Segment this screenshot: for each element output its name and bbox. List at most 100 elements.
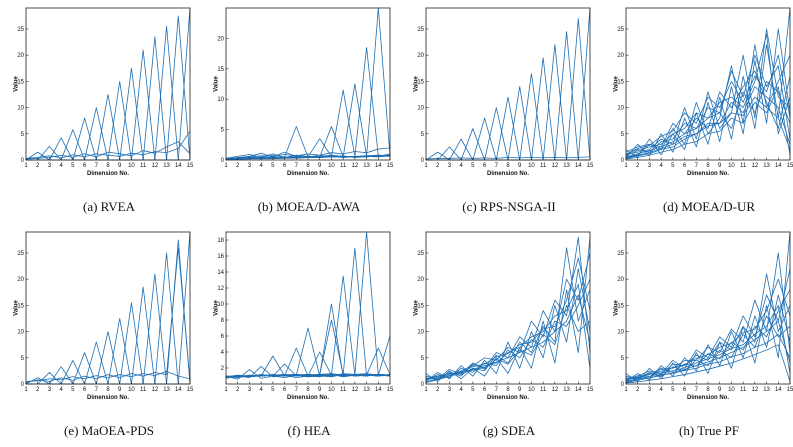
chart-caption: (f) HEA	[287, 423, 331, 438]
x-tick-label: 3	[248, 387, 252, 393]
x-tick-label: 10	[728, 387, 735, 393]
x-tick-label: 14	[575, 163, 582, 169]
x-tick-label: 5	[671, 163, 675, 169]
chart-panel-7: 0 5 10 15 20 25 1 2 3 4 5 6 7 8 9 10 11 12 13 14 15 Dimension…	[414, 224, 604, 447]
x-tick-label: 8	[306, 387, 310, 393]
series-line-s9	[425, 294, 591, 383]
series-line-s9	[625, 304, 791, 383]
x-axis-label: Dimension No.	[687, 395, 729, 401]
x-tick-label: 2	[236, 387, 240, 393]
y-tick-label: 10	[217, 302, 224, 308]
x-tick-label: 12	[752, 387, 759, 393]
series-line-s12	[426, 31, 590, 161]
x-tick-label: 14	[175, 163, 182, 169]
y-tick-label: 18	[217, 238, 224, 244]
y-tick-label: 20	[617, 53, 624, 59]
series-line-s9	[625, 80, 791, 158]
y-tick-label: 20	[17, 53, 24, 59]
x-tick-label: 4	[459, 387, 463, 393]
x-tick-label: 1	[424, 387, 428, 393]
y-tick-label: 0	[421, 158, 425, 164]
series-line-s11	[426, 44, 590, 161]
x-tick-label: 15	[387, 163, 394, 169]
y-tick-label: 0	[621, 382, 625, 388]
x-tick-label: 6	[683, 163, 687, 169]
x-tick-label: 13	[363, 163, 370, 169]
y-tick-label: 0	[221, 158, 225, 164]
x-tick-label: 13	[763, 163, 770, 169]
x-tick-label: 7	[295, 387, 299, 393]
x-tick-label: 9	[118, 163, 122, 169]
x-axis-label: Dimension No.	[87, 395, 129, 401]
series-group	[25, 7, 191, 161]
series-line-s3	[425, 252, 591, 380]
x-tick-label: 1	[624, 387, 628, 393]
x-tick-label: 11	[140, 387, 147, 393]
x-tick-label: 4	[259, 163, 263, 169]
x-tick-label: 5	[671, 387, 675, 393]
x-tick-label: 2	[436, 387, 440, 393]
x-tick-label: 13	[163, 163, 170, 169]
y-tick-label: 16	[217, 254, 224, 260]
x-tick-label: 11	[340, 387, 347, 393]
x-tick-label: 5	[471, 387, 475, 393]
y-tick-label: 15	[417, 303, 424, 309]
x-tick-label: 2	[36, 163, 40, 169]
series-line-s11	[625, 344, 791, 384]
series-group	[425, 236, 591, 383]
x-tick-label: 11	[540, 163, 547, 169]
x-tick-label: 4	[659, 387, 663, 393]
y-tick-label: 0	[421, 382, 425, 388]
chart-panel-1: 0 5 10 15 20 25 1 2 3 4 5 6 7 8 9 10 11 12 13 14 15 Dimension…	[14, 0, 204, 223]
x-axis-label: Dimension No.	[487, 171, 529, 177]
y-tick-label: 15	[17, 303, 24, 309]
x-tick-label: 2	[636, 163, 640, 169]
y-tick-label: 15	[17, 79, 24, 85]
x-tick-label: 9	[518, 387, 522, 393]
x-tick-label: 5	[71, 163, 75, 169]
x-tick-label: 11	[340, 163, 347, 169]
y-tick-label: 25	[417, 27, 424, 33]
series-line-s3	[625, 268, 791, 380]
x-tick-label: 5	[271, 163, 275, 169]
y-axis-label: Value	[414, 300, 420, 316]
x-tick-label: 15	[787, 387, 793, 393]
x-tick-label: 8	[506, 163, 510, 169]
plot-frame	[25, 231, 191, 385]
series-line-s13	[426, 18, 591, 161]
y-tick-label: 10	[617, 106, 624, 112]
plot-frame	[25, 7, 191, 161]
series-line-s12	[625, 96, 791, 159]
x-tick-label: 1	[24, 163, 28, 169]
series-line-s6	[625, 54, 791, 155]
x-tick-label: 3	[448, 163, 452, 169]
x-tick-label: 5	[471, 163, 475, 169]
x-axis-label: Dimension No.	[687, 171, 729, 177]
chart-caption: (h) True PF	[679, 423, 739, 438]
x-tick-label: 1	[224, 163, 228, 169]
plot-frame	[625, 231, 791, 385]
series-line-s11	[225, 247, 391, 378]
series-line-s5	[425, 247, 591, 380]
x-tick-label: 13	[763, 387, 770, 393]
x-tick-label: 15	[587, 163, 594, 169]
series-line-s11	[26, 273, 190, 385]
y-tick-label: 10	[217, 97, 224, 103]
y-axis-label: Value	[414, 76, 420, 92]
chart-panel-4: 0 5 10 15 20 25 1 2 3 4 5 6 7 8 9 10 11 12 13 14 15 Dimension…	[614, 0, 793, 223]
series-line-s8	[226, 47, 391, 160]
x-tick-label: 15	[387, 387, 394, 393]
x-tick-label: 11	[140, 163, 147, 169]
y-tick-label: 6	[221, 334, 225, 340]
x-tick-label: 3	[648, 387, 652, 393]
x-tick-label: 10	[328, 387, 335, 393]
x-tick-label: 13	[163, 387, 170, 393]
y-tick-label: 25	[17, 27, 24, 33]
chart-panel-8: 0 5 10 15 20 25 1 2 3 4 5 6 7 8 9 10 11 12 13 14 15 Dimension…	[614, 224, 793, 447]
y-tick-label: 5	[21, 132, 25, 138]
y-tick-label: 5	[621, 132, 625, 138]
